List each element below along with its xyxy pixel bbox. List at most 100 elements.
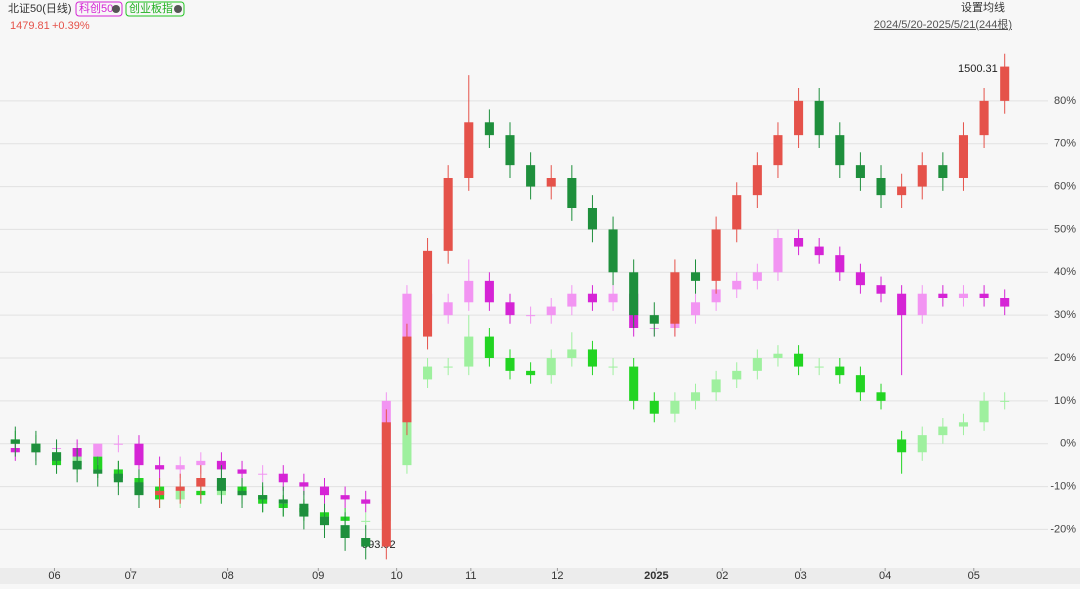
candle-body <box>958 135 969 178</box>
candle-body <box>567 178 577 208</box>
candle-body <box>484 280 494 303</box>
candle-body <box>381 422 391 547</box>
candle-body <box>134 482 144 496</box>
tag[interactable]: 科创50 <box>79 1 113 15</box>
candle-body <box>216 478 226 491</box>
candle-body <box>938 426 948 436</box>
candle-body <box>711 289 721 303</box>
x-tick-label: 09 <box>312 570 324 582</box>
candle-body <box>361 499 371 504</box>
candle-body <box>567 293 577 307</box>
candle-body <box>526 165 536 187</box>
candle-body <box>690 392 701 401</box>
y-tick-label: -20% <box>1050 523 1076 535</box>
candle-body <box>340 495 350 500</box>
x-tick-label: 03 <box>795 570 807 582</box>
y-tick-label: 30% <box>1054 309 1076 321</box>
candle-body <box>175 465 185 470</box>
candle-body <box>938 165 948 178</box>
candle-body <box>794 238 804 247</box>
candle-body <box>175 486 185 491</box>
candle-body <box>897 186 907 196</box>
candle-body <box>979 100 989 136</box>
price: 1479.81 <box>10 20 50 32</box>
y-tick-label: -10% <box>1050 480 1076 492</box>
candle-body <box>917 293 927 316</box>
candle-body <box>423 366 433 380</box>
candle-body <box>31 443 41 453</box>
x-tick-label: 10 <box>391 570 403 582</box>
candle-body <box>361 538 371 547</box>
candle-body <box>958 293 969 298</box>
candle-body <box>423 250 433 337</box>
annotation: 1500.31 <box>958 63 998 75</box>
tag[interactable]: 创业板指 <box>129 1 173 15</box>
candle-body <box>93 469 103 474</box>
candle-body <box>526 315 536 317</box>
y-tick-label: 20% <box>1054 352 1076 364</box>
candle-body <box>855 165 865 178</box>
candle-body <box>979 400 989 423</box>
candle-body <box>51 452 62 461</box>
candle-body <box>237 490 247 496</box>
candle-body <box>608 229 618 273</box>
candle-body <box>752 272 762 281</box>
tag-box[interactable] <box>125 1 185 17</box>
candle-body <box>690 302 701 316</box>
candle-body <box>690 272 701 281</box>
candle-body <box>855 375 865 393</box>
y-tick-label: 60% <box>1054 180 1076 192</box>
candle-body <box>258 495 268 500</box>
ma-button[interactable]: 设置均线 <box>961 0 1005 14</box>
tag-close[interactable] <box>174 5 182 13</box>
candle-body <box>1000 298 1010 307</box>
candle-body <box>835 366 845 376</box>
candle-body <box>113 473 123 483</box>
candle-body <box>732 280 742 290</box>
candle-body <box>587 208 597 230</box>
candle-body <box>546 306 556 316</box>
candle-body <box>732 370 742 380</box>
candle-body <box>278 473 288 483</box>
candle-body <box>546 358 556 376</box>
candle-body <box>958 422 969 427</box>
candle-body <box>649 315 659 324</box>
candle-body <box>876 392 886 401</box>
candle-body <box>814 100 824 136</box>
candle-body <box>876 285 886 294</box>
x-tick-label: 04 <box>879 570 891 582</box>
x-tick-label: 12 <box>551 570 563 582</box>
candle-body <box>608 293 618 303</box>
candle-body <box>464 336 474 367</box>
candle-body <box>773 353 783 358</box>
candle-body <box>587 349 597 367</box>
date-range: 2024/5/20-2025/5/21(244根) <box>874 17 1012 31</box>
candle-body <box>134 443 144 466</box>
candle-body <box>526 370 536 376</box>
x-tick-label: 05 <box>968 570 980 582</box>
candle-body <box>196 460 206 466</box>
tag-close[interactable] <box>112 5 120 13</box>
y-tick-label: 50% <box>1054 223 1076 235</box>
candle-body <box>155 490 165 496</box>
candle-body <box>278 499 288 504</box>
candle-body <box>649 400 659 414</box>
candle-body <box>299 482 309 487</box>
candle-body <box>402 336 412 423</box>
candle-body <box>505 302 515 316</box>
tag-box[interactable] <box>75 1 123 17</box>
y-tick-label: 80% <box>1054 95 1076 107</box>
candle-body <box>773 135 783 166</box>
candle-body <box>897 293 907 316</box>
candle-body <box>484 122 494 136</box>
candle-body <box>299 503 309 517</box>
change: +0.39% <box>52 20 90 32</box>
candle-body <box>546 178 556 187</box>
candle-body <box>711 379 721 393</box>
candle-body <box>670 400 680 414</box>
candle-body <box>10 439 20 444</box>
candle-body <box>608 366 618 368</box>
candle-body <box>505 135 515 166</box>
chart-title: 北证50(日线) <box>8 1 72 15</box>
